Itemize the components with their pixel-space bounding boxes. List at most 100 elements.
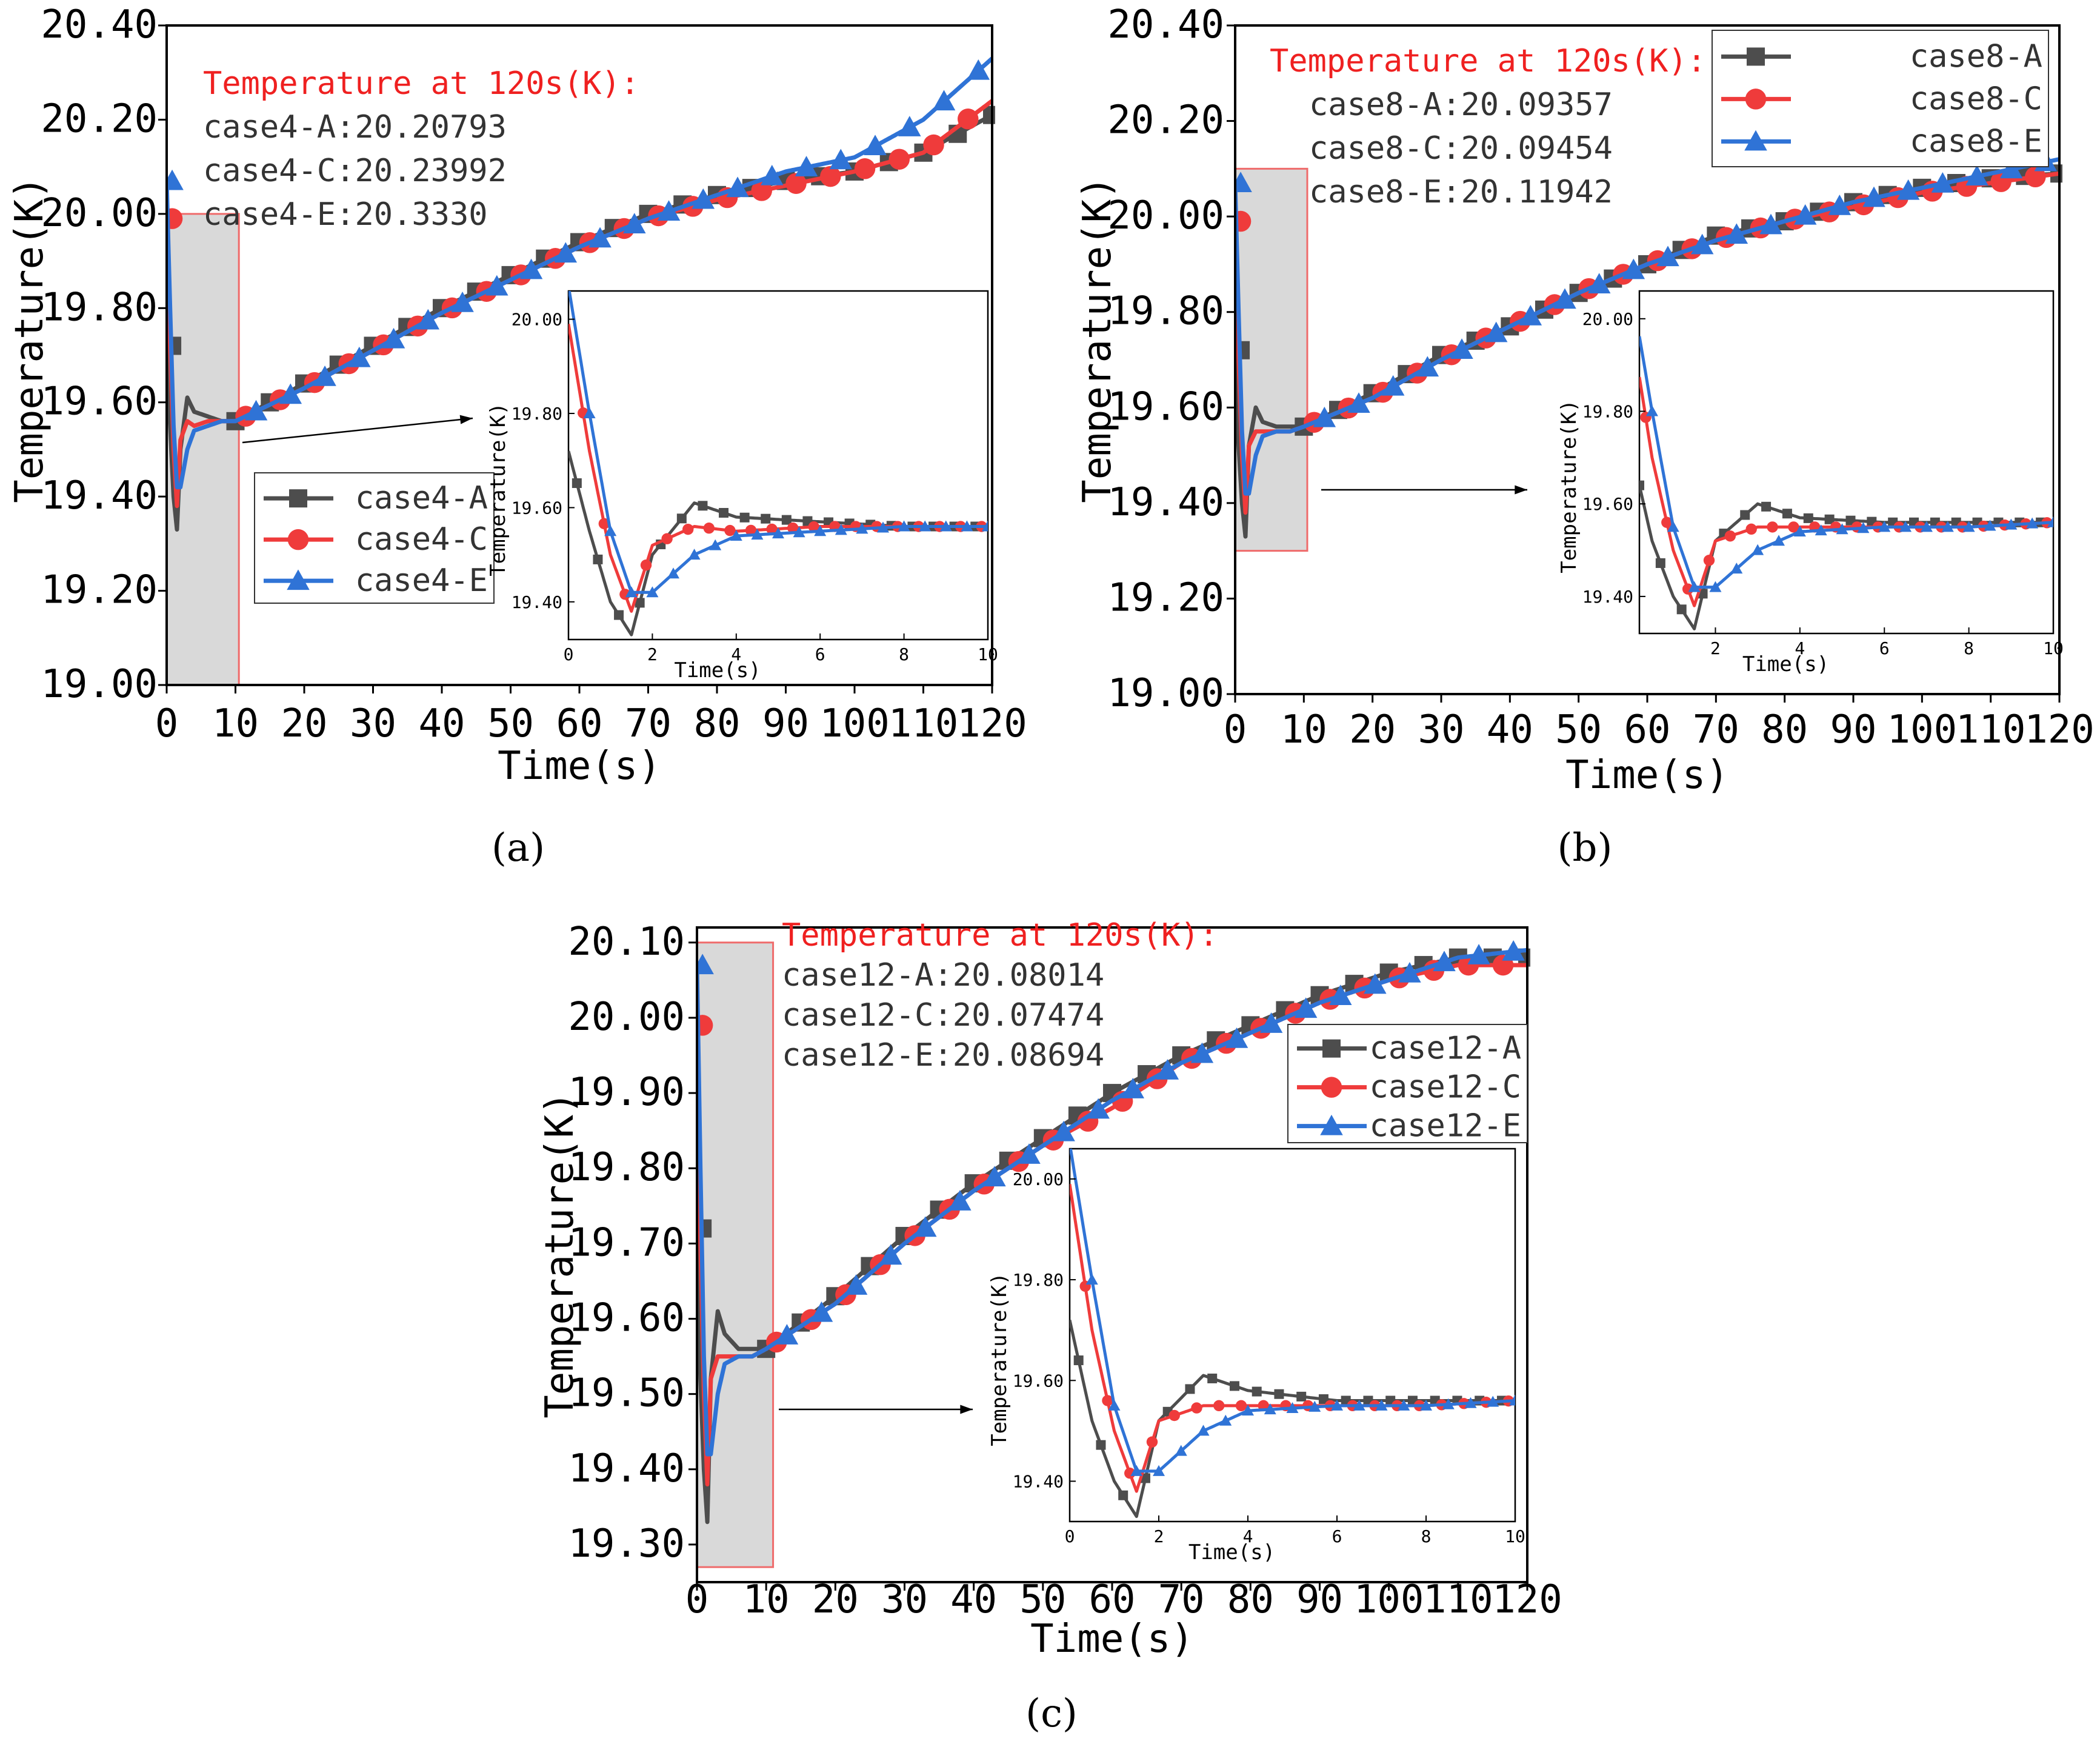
inset-point-case12-A xyxy=(1296,1391,1307,1402)
y-tick-label: 20.00 xyxy=(41,191,158,236)
legend-marker xyxy=(287,529,309,550)
y-tick-label: 19.20 xyxy=(1107,575,1224,620)
inset-point-case12-E xyxy=(1175,1445,1187,1456)
point-case8-C xyxy=(2025,166,2046,188)
legend-marker xyxy=(1744,130,1767,151)
point-case12-E xyxy=(1364,973,1387,994)
inset-point-case8-A xyxy=(1639,480,1644,490)
inset-point-case4-A xyxy=(676,513,687,524)
point-case4-E xyxy=(692,188,715,209)
point-case8-C xyxy=(1235,210,1252,232)
x-tick-label: 40 xyxy=(950,1577,997,1622)
inset-y-tick-label: 19.60 xyxy=(512,498,562,518)
point-case4-C xyxy=(820,165,841,187)
inset-point-case8-E xyxy=(2047,516,2053,527)
inset-point-case4-A xyxy=(593,554,603,564)
legend-marker xyxy=(1747,47,1765,66)
inset-point-case8-A xyxy=(1761,501,1772,512)
point-case8-E xyxy=(1416,356,1439,377)
inset-point-case12-E xyxy=(1219,1414,1232,1426)
point-case12-E xyxy=(1121,1078,1144,1098)
point-case8-E xyxy=(1484,321,1508,342)
x-tick-label: 60 xyxy=(1088,1577,1135,1622)
inset-point-case8-E xyxy=(1878,521,1891,532)
inset-point-case12-E xyxy=(1420,1399,1432,1411)
inset-point-case12-E xyxy=(1509,1394,1515,1406)
zoom-arrow-head xyxy=(459,415,473,424)
inset-x-tick-label: 10 xyxy=(1505,1526,1525,1546)
x-tick-label: 50 xyxy=(1019,1577,1066,1622)
legend-marker xyxy=(1320,1114,1343,1135)
inset-point-case8-E xyxy=(1836,523,1848,535)
x-tick-label: 80 xyxy=(1761,707,1808,752)
inset-point-case4-E xyxy=(772,527,784,539)
inset-frame xyxy=(567,290,989,641)
inset-frame xyxy=(1068,1148,1516,1523)
inset-point-case4-C xyxy=(598,518,610,530)
x-tick-label: 20 xyxy=(812,1577,859,1622)
point-case4-E xyxy=(554,242,578,263)
point-case4-E xyxy=(967,59,990,80)
inset-y-axis-title: Temperature(K) xyxy=(987,1272,1012,1446)
inset-y-tick-label: 19.80 xyxy=(512,404,562,424)
point-case12-E xyxy=(879,1244,902,1265)
y-tick-label: 20.20 xyxy=(41,96,158,141)
point-case8-E xyxy=(1656,246,1679,267)
zoom-arrow xyxy=(242,417,473,444)
point-case4-C xyxy=(167,208,183,229)
inset-point-case4-E xyxy=(982,520,988,532)
point-case8-E xyxy=(1690,233,1714,255)
x-tick-label: 110 xyxy=(888,701,959,746)
inset-y-tick-label: 20.00 xyxy=(512,310,562,330)
inset-point-case12-E xyxy=(1487,1395,1499,1407)
inset-point-case4-A xyxy=(572,478,582,489)
inset-point-case4-A xyxy=(781,515,792,525)
inset-y-tick-label: 19.80 xyxy=(1582,402,1633,422)
inset-point-case4-C xyxy=(682,523,694,535)
inset-point-case8-A xyxy=(1740,510,1750,520)
inset-point-case8-E xyxy=(2005,518,2018,530)
y-tick-label: 19.60 xyxy=(1107,384,1224,429)
inset-point-case4-A xyxy=(614,610,624,620)
point-case8-E xyxy=(1896,179,1920,200)
x-axis-title: Time(s) xyxy=(1565,753,1729,798)
x-tick-label: 30 xyxy=(881,1577,928,1622)
y-tick-label: 19.80 xyxy=(41,285,158,330)
x-tick-label: 70 xyxy=(1158,1577,1205,1622)
point-case4-E xyxy=(588,227,612,248)
legend-label: case12-A xyxy=(1370,1031,1521,1067)
annotation-line: case8-C:20.09454 xyxy=(1309,130,1613,167)
inset-point-case12-E xyxy=(1130,1465,1143,1476)
point-case8-E xyxy=(1347,392,1370,413)
point-case4-E xyxy=(657,200,681,221)
inset-point-case8-E xyxy=(1793,526,1806,537)
x-tick-label: 110 xyxy=(1423,1577,1493,1622)
inset-point-case12-E xyxy=(1153,1465,1165,1476)
inset-point-case4-E xyxy=(877,521,889,533)
x-tick-label: 100 xyxy=(1887,707,1958,752)
point-case4-C xyxy=(888,149,910,170)
inset-point-case4-A xyxy=(719,507,729,518)
legend-label: case4-E xyxy=(355,563,488,599)
inset-x-tick-label: 2 xyxy=(647,644,658,664)
point-case8-E xyxy=(1965,165,1988,185)
inset-point-case4-C xyxy=(745,524,757,536)
chart-panel-a: 0 10 20 30 40 50 60 70 80 90 10011012019.0019.2019… xyxy=(7,2,1027,870)
inset-point-case12-A xyxy=(1096,1440,1106,1450)
point-case12-E xyxy=(983,1166,1006,1187)
inset-point-case8-A xyxy=(1655,558,1665,568)
x-tick-label: 70 xyxy=(1693,707,1739,752)
inset-point-case8-E xyxy=(1962,521,1975,532)
x-axis-title: Time(s) xyxy=(498,744,661,789)
point-case8-E xyxy=(1793,204,1817,225)
inset-chart: 0 2 4 6 8 10 19.40 19.60 19.80 20.00 Time(s) Temper… xyxy=(987,1148,1525,1565)
inset-point-case4-E xyxy=(961,520,973,532)
inset-point-case12-A xyxy=(1118,1490,1128,1500)
inset-point-case8-E xyxy=(1667,521,1679,532)
y-tick-label: 19.40 xyxy=(1107,480,1224,525)
inset-chart: 0 2 4 6 8 10 19.40 19.60 19.80 20.00 Time(s) Temper… xyxy=(486,290,998,683)
x-tick-label: 50 xyxy=(1555,707,1602,752)
point-case4-E xyxy=(416,309,440,330)
legend-marker xyxy=(289,489,307,508)
